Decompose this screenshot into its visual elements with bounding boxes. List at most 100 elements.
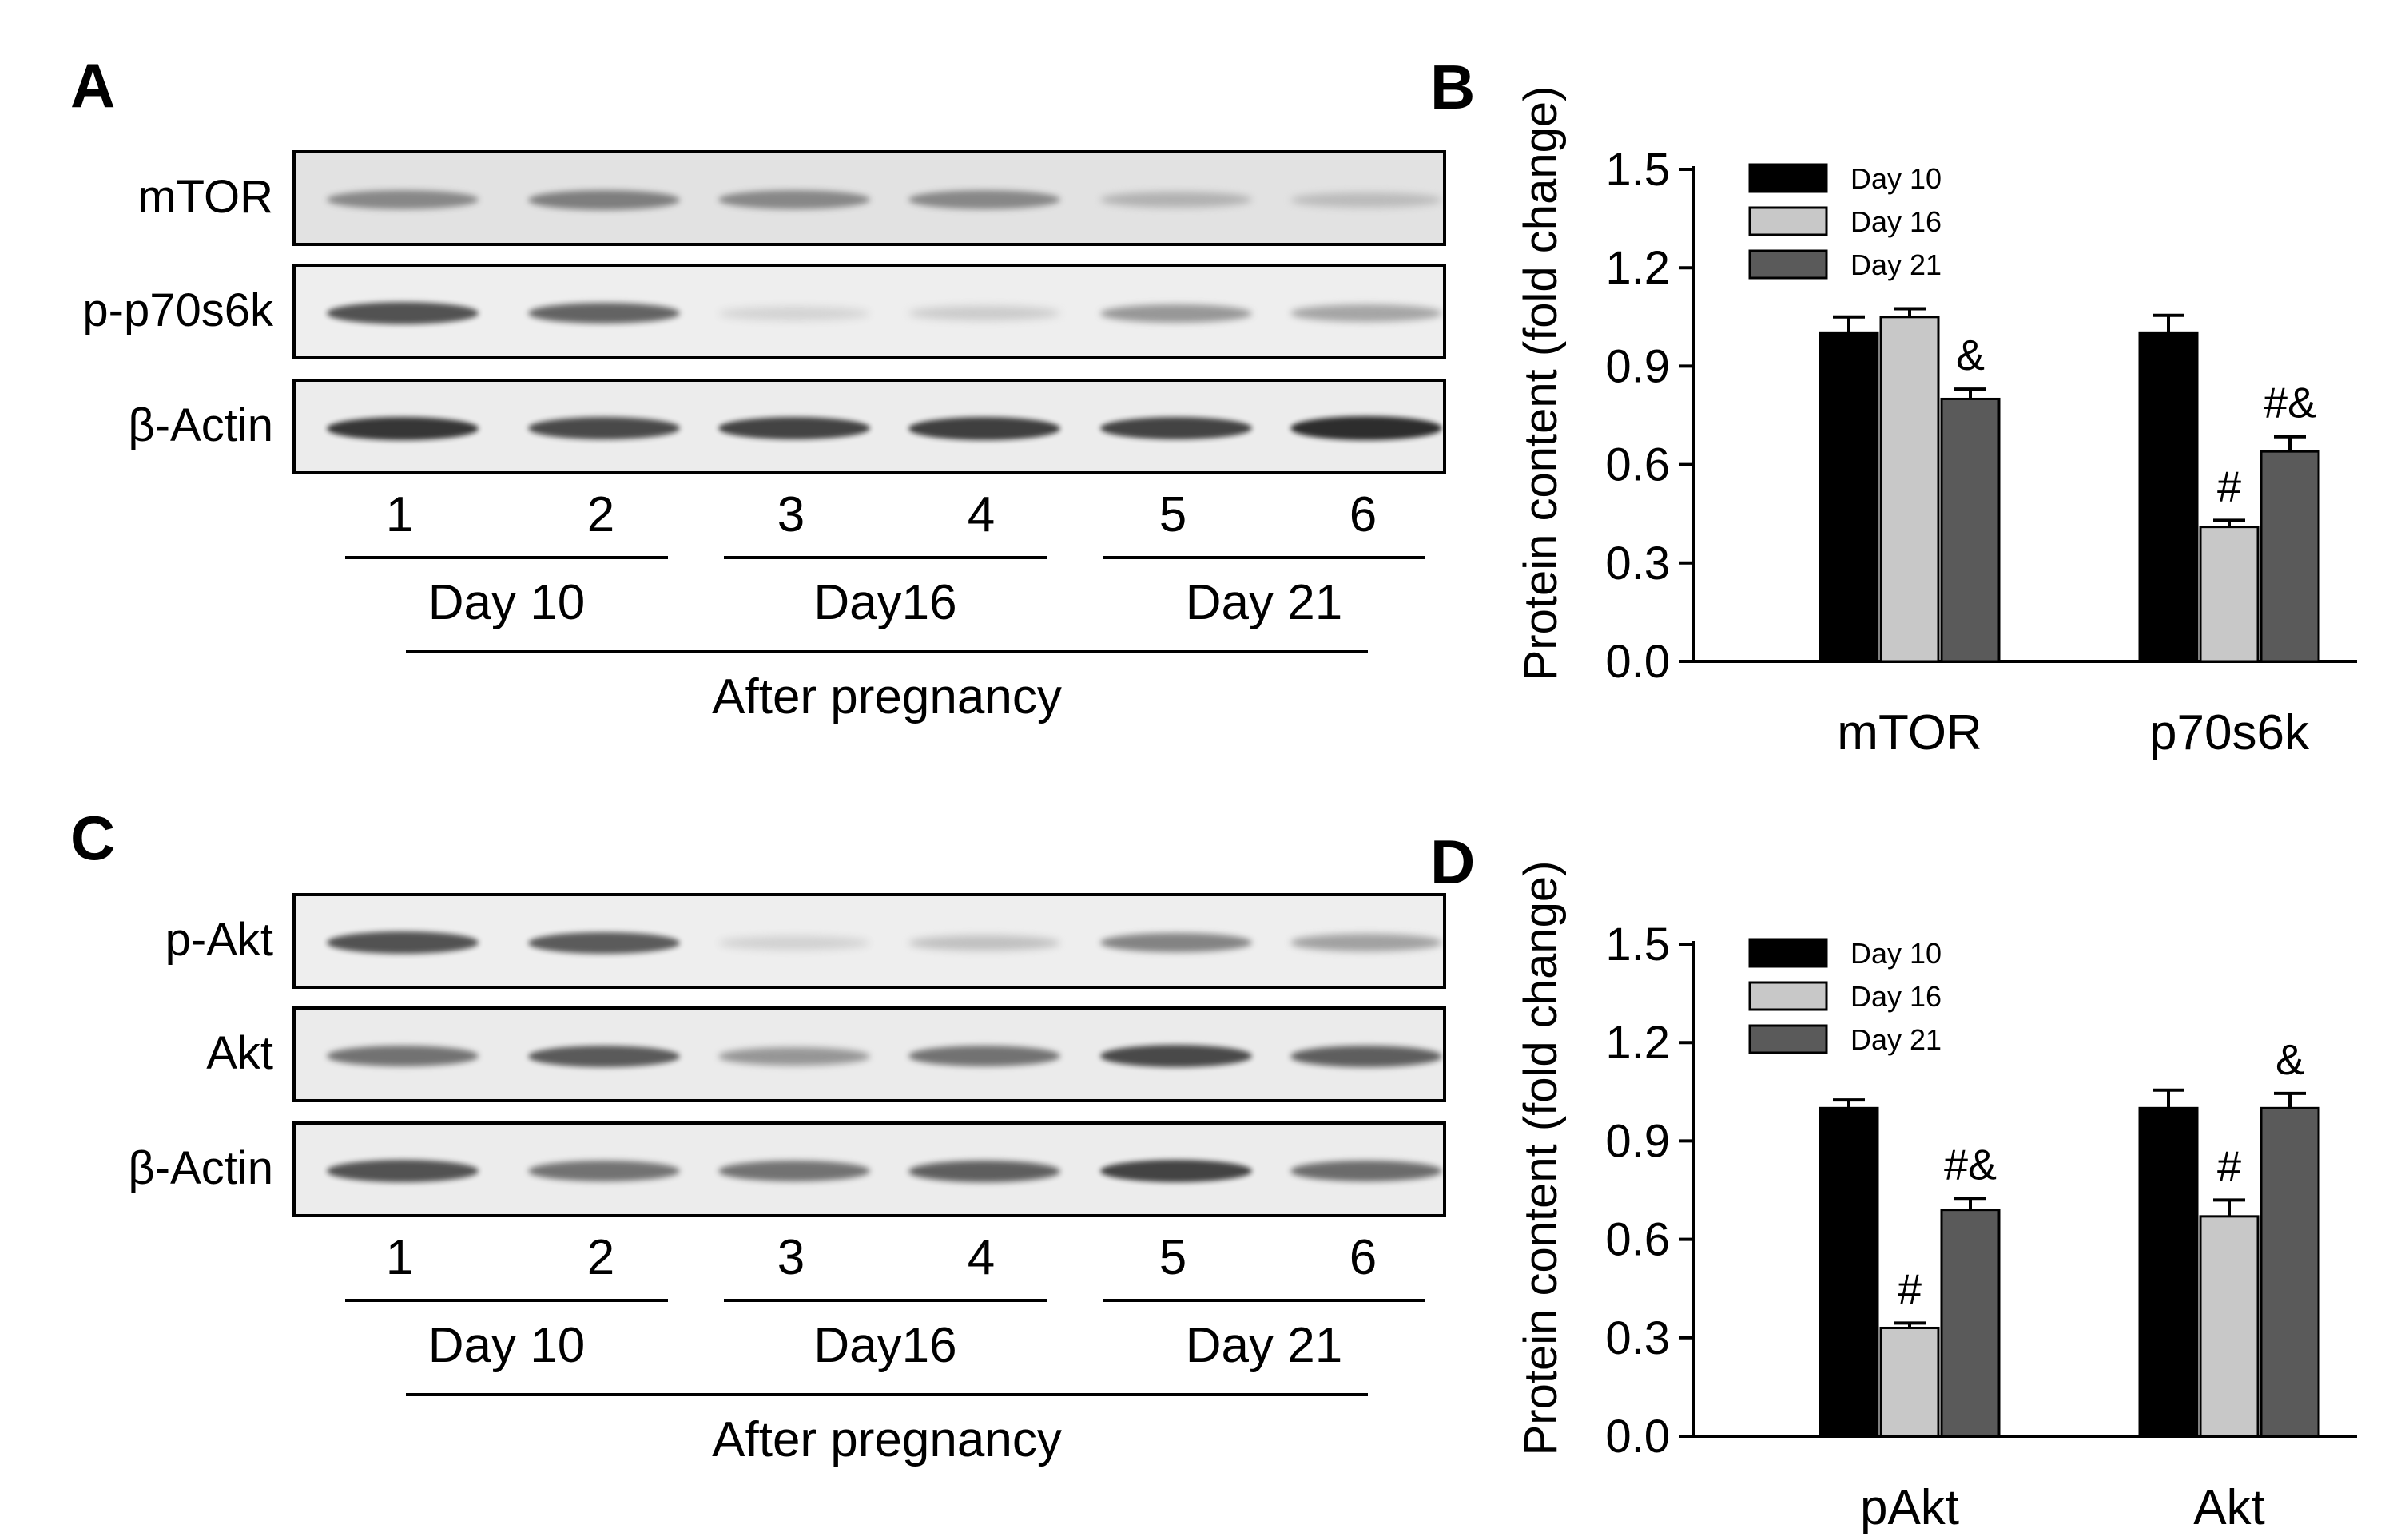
significance-mark: # — [2217, 1142, 2241, 1190]
blot-band — [1100, 304, 1252, 323]
blot-band — [718, 417, 870, 439]
group-label: Day 10 — [427, 575, 586, 630]
legend-swatch — [1748, 163, 1828, 193]
blot-band — [327, 931, 479, 954]
y-tick-label: 0.6 — [1605, 439, 1670, 491]
blot-band — [1290, 934, 1442, 951]
y-tick-label: 0.0 — [1605, 1411, 1670, 1463]
blot-band — [718, 1161, 870, 1181]
blot-band — [528, 931, 680, 954]
group-underline — [724, 1299, 1047, 1302]
blot-label: p-Akt — [165, 914, 273, 966]
group-label: Day 10 — [427, 1318, 586, 1373]
bar — [1940, 1209, 2001, 1438]
blot-strip — [292, 150, 1446, 246]
y-tick-label: 0.9 — [1605, 340, 1670, 392]
legend-label: Day 16 — [1850, 980, 1942, 1013]
blot-band — [908, 190, 1060, 209]
lane-number: 2 — [586, 487, 615, 542]
blot-caption: After pregnancy — [712, 669, 1062, 724]
lane-number: 3 — [777, 487, 805, 542]
blot-strip — [292, 893, 1446, 989]
lane-number: 6 — [1349, 1230, 1377, 1285]
lane-number: 5 — [1159, 1230, 1187, 1285]
blot-band — [1290, 192, 1442, 208]
blot-band — [327, 1160, 479, 1182]
bar — [2199, 1215, 2260, 1438]
category-label: pAkt — [1860, 1480, 1959, 1535]
y-axis-label: Protein content (fold change) — [1515, 86, 1567, 681]
blot-band — [1100, 417, 1252, 439]
bar — [1819, 331, 1879, 663]
legend-swatch — [1748, 981, 1828, 1011]
blot-band — [718, 190, 870, 209]
significance-mark: & — [2276, 1036, 2304, 1084]
y-tick-label: 0.3 — [1605, 1312, 1670, 1364]
blot-band — [1290, 1045, 1442, 1067]
blot-band — [528, 417, 680, 439]
group-underline — [345, 1299, 668, 1302]
group-label: Day 21 — [1185, 575, 1343, 630]
category-label: p70s6k — [2149, 705, 2310, 760]
bar — [2138, 1106, 2199, 1438]
group-underline — [345, 556, 668, 559]
panel-letter-c: C — [70, 803, 116, 873]
y-tick-label: 0.3 — [1605, 538, 1670, 589]
y-tick-label: 1.5 — [1605, 144, 1670, 196]
significance-mark: & — [1956, 331, 1985, 379]
lane-number: 4 — [967, 487, 996, 542]
legend-swatch — [1748, 1024, 1828, 1054]
blot-band — [528, 1161, 680, 1181]
blot-band — [908, 416, 1060, 440]
panel-letter-d: D — [1430, 827, 1476, 897]
blot-band — [718, 306, 870, 320]
significance-mark: # — [1898, 1265, 1922, 1313]
group-label: Day16 — [813, 1318, 957, 1373]
y-tick-label: 1.2 — [1605, 242, 1670, 294]
blot-band — [1100, 933, 1252, 952]
group-underline — [724, 556, 1047, 559]
lane-number: 1 — [385, 1230, 414, 1285]
bar — [1879, 1326, 1940, 1438]
bar — [1879, 316, 1940, 663]
significance-mark: # — [2217, 462, 2241, 510]
lane-number: 5 — [1159, 487, 1187, 542]
blot-band — [908, 935, 1060, 951]
legend-label: Day 10 — [1850, 937, 1942, 970]
blot-band — [908, 1046, 1060, 1066]
blot-strip — [292, 1121, 1446, 1217]
legend-swatch — [1748, 249, 1828, 280]
blot-label: mTOR — [137, 171, 273, 223]
y-tick-label: 1.5 — [1605, 919, 1670, 970]
legend-swatch — [1748, 206, 1828, 236]
bar — [1940, 397, 2001, 663]
blot-band — [908, 306, 1060, 320]
y-axis-label: Protein content (fold change) — [1515, 861, 1567, 1456]
bar — [1819, 1106, 1879, 1438]
lane-number: 3 — [777, 1230, 805, 1285]
bar — [2138, 331, 2199, 663]
y-tick-label: 0.6 — [1605, 1214, 1670, 1266]
bar-chart-panel-d: 0.0 0.3 0.6 0.9 1.2 1.5 Protein content (fold … — [1515, 861, 2357, 1535]
blot-band — [528, 1045, 680, 1067]
blot-band — [528, 303, 680, 323]
blot-band — [327, 416, 479, 440]
blot-band — [908, 1160, 1060, 1182]
legend-label: Day 10 — [1850, 162, 1942, 195]
group-label: Day16 — [813, 575, 957, 630]
group-underline — [1103, 1299, 1425, 1302]
caption-underline — [406, 650, 1368, 653]
panel-letter-a: A — [70, 50, 116, 121]
blot-band — [327, 1046, 479, 1066]
legend-label: Day 21 — [1850, 248, 1942, 281]
blot-band — [1290, 416, 1442, 440]
blot-band — [327, 190, 479, 209]
lane-number: 6 — [1349, 487, 1377, 542]
bar — [2260, 450, 2320, 663]
blot-caption: After pregnancy — [712, 1412, 1062, 1467]
blot-label: β-Actin — [128, 1142, 273, 1194]
lane-number: 4 — [967, 1230, 996, 1285]
blot-strip — [292, 379, 1446, 474]
legend-label: Day 16 — [1850, 205, 1942, 238]
